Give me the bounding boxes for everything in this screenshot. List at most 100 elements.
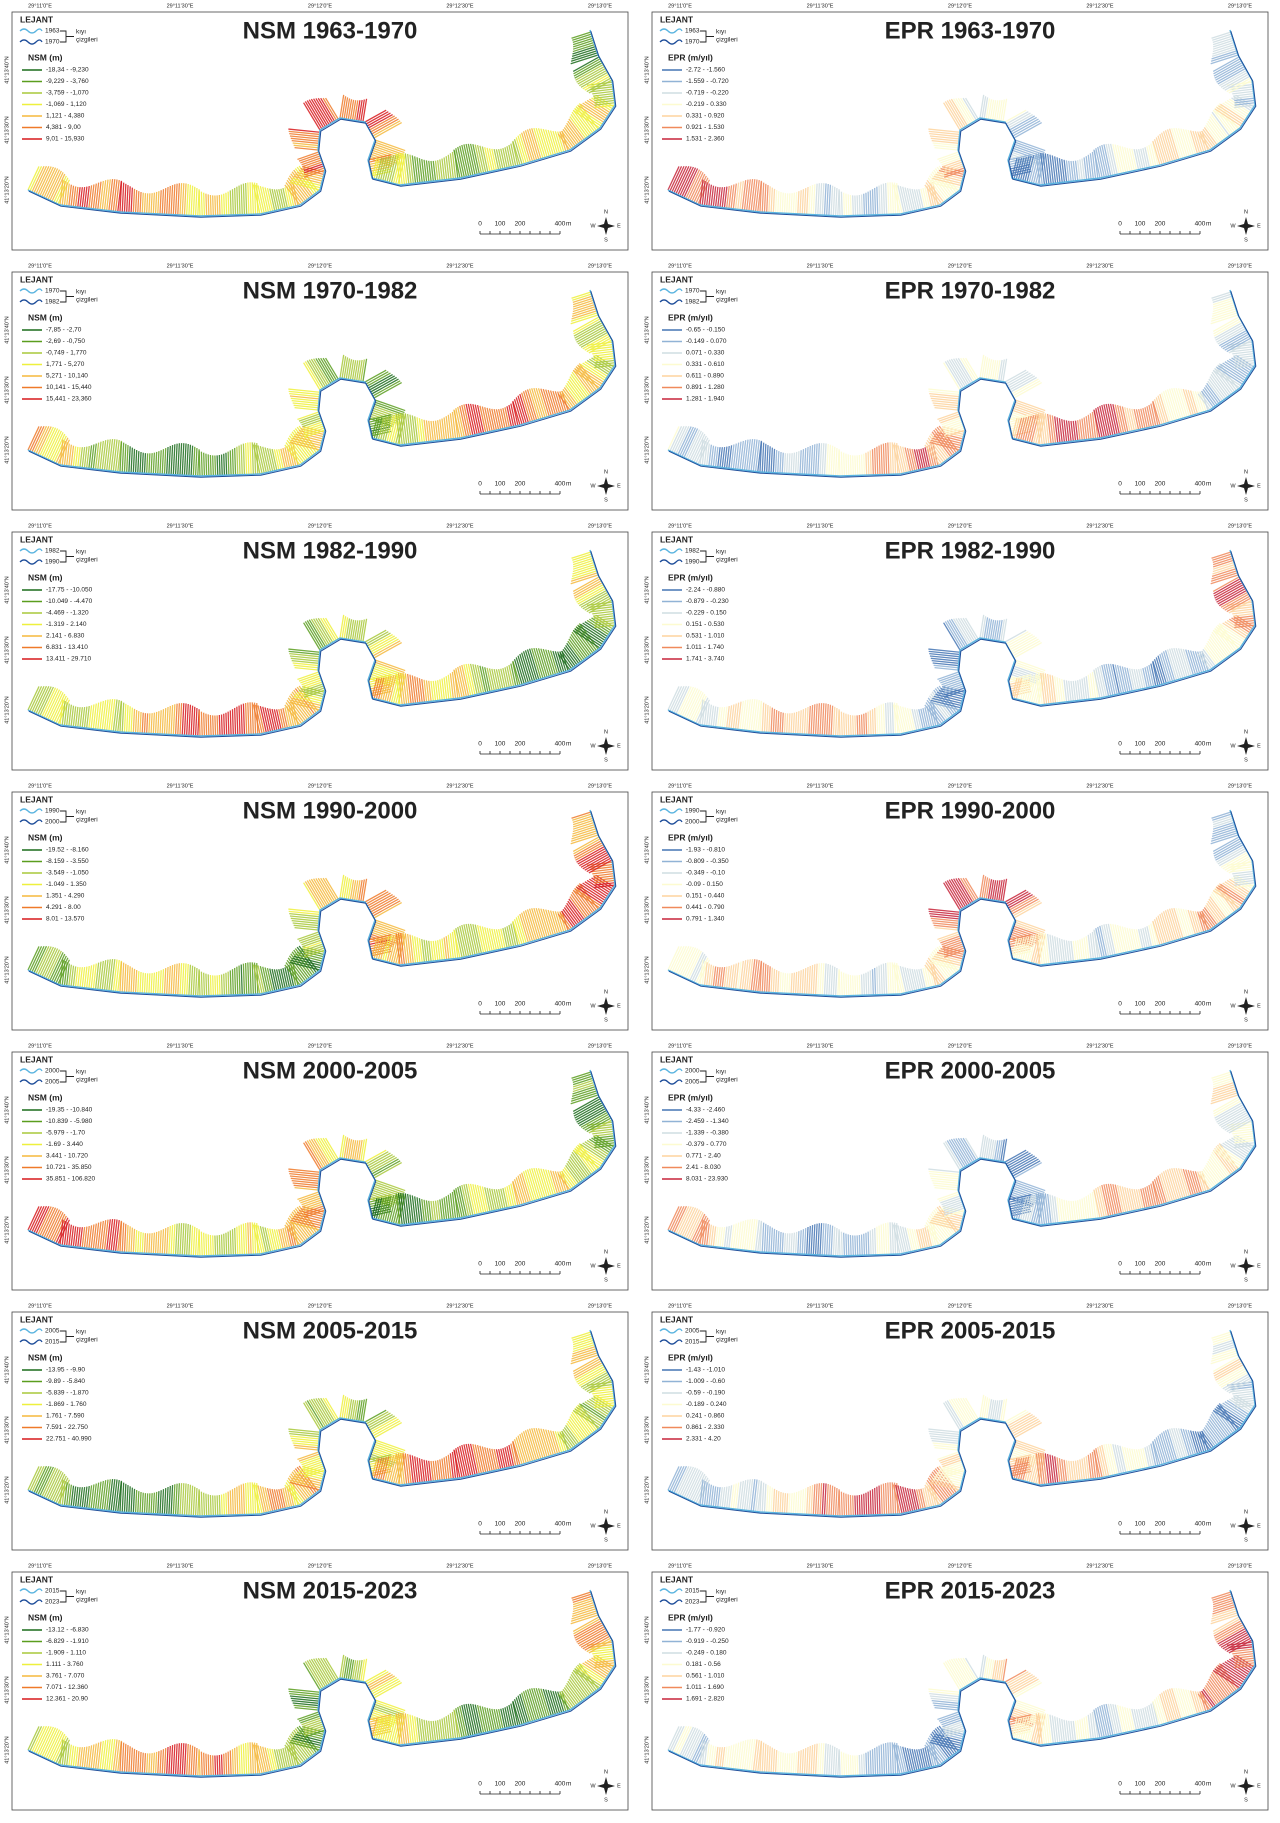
transect	[870, 1490, 871, 1515]
compass-letter: W	[1230, 223, 1236, 229]
legend-year: 2005	[45, 1079, 60, 1086]
transect	[215, 1495, 216, 1515]
legend-shoreline-label: çizgileri	[76, 1337, 98, 1344]
transect	[230, 1490, 231, 1515]
scale-label: 100	[1135, 481, 1146, 488]
lon-label: 29°13'0"E	[1228, 783, 1252, 789]
legend-class: 1.741 - 3.740	[686, 656, 725, 663]
lon-label: 29°13'0"E	[588, 783, 612, 789]
transect	[859, 715, 860, 735]
transect	[232, 449, 233, 475]
lat-label: 41°13'20"N	[4, 696, 10, 724]
lon-label: 29°13'0"E	[1228, 263, 1252, 269]
transect	[199, 451, 200, 476]
transect	[875, 1488, 876, 1515]
transect	[199, 1491, 200, 1516]
compass-letter: N	[1244, 989, 1248, 995]
legend-heading: LEJANT	[660, 1314, 694, 1324]
legend-shoreline-label: kıyı	[716, 29, 726, 36]
scale-unit: m	[1206, 481, 1211, 488]
legend-year: 1990	[685, 559, 700, 566]
transect	[855, 715, 856, 735]
legend-class: -19.35 - -10.840	[46, 1107, 93, 1114]
transect	[844, 713, 845, 736]
legend-class: -0.879 - -0.230	[686, 598, 729, 605]
compass-letter: N	[604, 1249, 608, 1255]
legend-heading: LEJANT	[660, 14, 694, 24]
transect	[857, 1495, 858, 1515]
compass-letter: N	[1244, 209, 1248, 215]
lat-label: 41°13'30"N	[4, 1416, 10, 1444]
compass-letter: S	[1244, 757, 1248, 763]
transect	[862, 1494, 863, 1515]
lat-label: 41°13'20"N	[644, 696, 650, 724]
compass-letter: E	[617, 1263, 621, 1269]
transect	[232, 709, 233, 735]
legend-title: NSM (m)	[28, 1092, 63, 1102]
legend-heading: LEJANT	[20, 274, 54, 284]
compass-letter: N	[604, 989, 608, 995]
compass-letter: S	[604, 1017, 608, 1023]
lat-label: 41°13'20"N	[4, 436, 10, 464]
legend-heading: LEJANT	[660, 534, 694, 544]
scale-label: 0	[1118, 221, 1122, 228]
lon-label: 29°11'30"E	[807, 523, 834, 529]
legend-class: 4,381 - 9,00	[46, 124, 81, 131]
transect	[222, 1234, 223, 1255]
lat-label: 41°13'40"N	[644, 1356, 650, 1384]
transect	[224, 1494, 225, 1515]
lon-label: 29°12'0"E	[948, 263, 972, 269]
lon-label: 29°12'30"E	[1086, 1303, 1114, 1309]
legend-class: 1.011 - 1.740	[686, 644, 724, 651]
transect	[872, 189, 873, 215]
transect	[862, 714, 863, 735]
legend-title: NSM (m)	[28, 312, 63, 322]
transect	[210, 195, 211, 216]
transect	[230, 970, 231, 995]
transect	[846, 454, 847, 476]
transect	[857, 715, 858, 735]
legend-class: 1.351 - 4.290	[46, 893, 85, 900]
legend-year: 1970	[45, 288, 60, 295]
legend-class: 35.851 - 106.820	[46, 1176, 96, 1183]
lon-label: 29°11'0"E	[668, 263, 692, 269]
map-panel: 29°11'0"E29°11'30"E29°12'0"E29°12'30"E29…	[4, 523, 628, 770]
transect	[230, 190, 231, 215]
lon-label: 29°11'0"E	[28, 3, 52, 9]
lon-label: 29°12'0"E	[308, 523, 332, 529]
transect	[868, 1232, 869, 1255]
lat-label: 41°13'20"N	[644, 176, 650, 204]
compass-letter: N	[1244, 729, 1248, 735]
transect	[226, 1493, 227, 1515]
transect	[855, 1235, 856, 1255]
legend-title: NSM (m)	[28, 832, 63, 842]
compass-letter: E	[1257, 1003, 1261, 1009]
scale-unit: m	[566, 1001, 571, 1008]
transect	[199, 1231, 200, 1256]
lon-label: 29°11'0"E	[28, 1303, 52, 1309]
lat-label: 41°13'40"N	[644, 836, 650, 864]
panel-title: NSM 2005-2015	[243, 1317, 418, 1344]
transect	[206, 454, 207, 476]
transect	[868, 192, 869, 215]
legend-class: -1.559 - -0.720	[686, 78, 729, 85]
scale-label: 100	[1135, 1261, 1146, 1268]
transect	[222, 714, 223, 735]
transect	[199, 711, 200, 736]
transect	[199, 191, 200, 216]
transect	[853, 1495, 854, 1515]
transect	[853, 1235, 854, 1255]
scale-label: 200	[515, 1521, 526, 1528]
scale-unit: m	[566, 741, 571, 748]
transect	[875, 448, 876, 475]
scale-label: 0	[478, 741, 482, 748]
scale-label: 0	[1118, 1001, 1122, 1008]
transect	[841, 192, 842, 216]
legend-class: -0.349 - -0.10	[686, 870, 725, 877]
legend-year: 1970	[685, 39, 700, 46]
compass-letter: N	[604, 469, 608, 475]
lon-label: 29°13'0"E	[588, 263, 612, 269]
lon-label: 29°12'30"E	[446, 263, 474, 269]
legend-class: -9,229 - -3,760	[46, 78, 89, 85]
lat-label: 41°13'40"N	[644, 1096, 650, 1124]
